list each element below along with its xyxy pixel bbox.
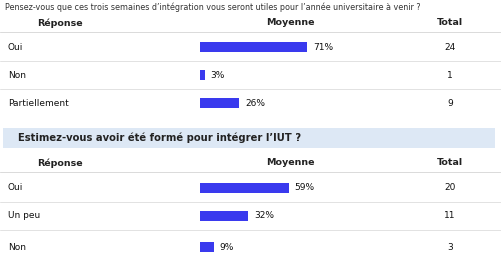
Text: Réponse: Réponse	[37, 158, 83, 168]
FancyBboxPatch shape	[200, 211, 248, 221]
Text: 9: 9	[447, 99, 453, 107]
FancyBboxPatch shape	[200, 98, 239, 108]
Text: 3: 3	[447, 242, 453, 252]
Text: 71%: 71%	[313, 42, 333, 52]
Text: 3%: 3%	[210, 71, 225, 79]
Text: Total: Total	[437, 158, 463, 167]
Text: Oui: Oui	[8, 42, 24, 52]
Text: Partiellement: Partiellement	[8, 99, 69, 107]
Text: Total: Total	[437, 18, 463, 27]
Text: Réponse: Réponse	[37, 18, 83, 27]
FancyBboxPatch shape	[200, 183, 289, 193]
Text: 26%: 26%	[245, 99, 265, 107]
Text: Pensez-vous que ces trois semaines d’intégration vous seront utiles pour l’année: Pensez-vous que ces trois semaines d’int…	[5, 3, 421, 12]
Text: 9%: 9%	[219, 242, 234, 252]
Text: 1: 1	[447, 71, 453, 79]
Text: 59%: 59%	[295, 183, 315, 193]
Text: Non: Non	[8, 71, 26, 79]
FancyBboxPatch shape	[200, 70, 204, 80]
Text: Un peu: Un peu	[8, 212, 40, 220]
Text: 24: 24	[444, 42, 455, 52]
Text: Estimez-vous avoir été formé pour intégrer l’IUT ?: Estimez-vous avoir été formé pour intégr…	[18, 133, 301, 143]
FancyBboxPatch shape	[200, 242, 213, 252]
Text: Non: Non	[8, 242, 26, 252]
FancyBboxPatch shape	[200, 42, 307, 52]
Text: Moyenne: Moyenne	[266, 158, 314, 167]
Text: 20: 20	[444, 183, 456, 193]
FancyBboxPatch shape	[3, 128, 495, 148]
Text: Oui: Oui	[8, 183, 24, 193]
Text: Moyenne: Moyenne	[266, 18, 314, 27]
Text: 32%: 32%	[254, 212, 274, 220]
Text: 11: 11	[444, 212, 456, 220]
